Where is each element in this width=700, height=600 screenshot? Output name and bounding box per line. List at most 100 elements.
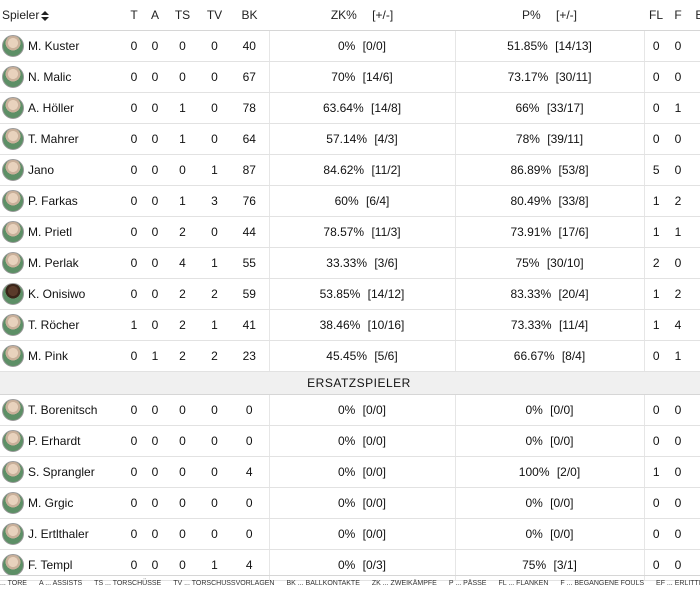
player-name[interactable]: M. Grgic: [28, 496, 74, 510]
player-cell[interactable]: M. Grgic: [0, 487, 124, 519]
cell-ts: 0: [166, 487, 199, 519]
column-header-a[interactable]: A: [144, 0, 166, 31]
player-cell[interactable]: P. Erhardt: [0, 425, 124, 457]
cell-f: 0: [668, 518, 688, 550]
player-name[interactable]: T. Borenitsch: [28, 403, 98, 417]
cell-ts: 1: [166, 185, 199, 217]
subs-section-header: ERSATZSPIELER: [0, 371, 700, 395]
table-row[interactable]: N. Malic 0 0 0 0 67 70% [14/6] 73.17% [30/11] 0 0…: [0, 61, 700, 93]
column-header-ef[interactable]: EF: [688, 0, 700, 31]
player-cell[interactable]: P. Farkas: [0, 185, 124, 217]
column-header-player[interactable]: Spieler: [0, 0, 124, 31]
player-cell[interactable]: A. Höller: [0, 92, 124, 124]
cell-tv: 0: [199, 216, 230, 248]
player-name[interactable]: P. Farkas: [28, 194, 78, 208]
cell-p: 83.33% [20/4]: [454, 278, 645, 310]
cell-ts: 0: [166, 154, 199, 186]
cell-zk-bracket: [0/0]: [362, 527, 387, 541]
cell-zk: 78.57% [11/3]: [268, 216, 456, 248]
cell-zk-pct: 0%: [337, 527, 356, 541]
player-name[interactable]: T. Mahrer: [28, 132, 79, 146]
player-name[interactable]: N. Malic: [28, 70, 72, 84]
cell-fl: 1: [644, 216, 668, 248]
player-name[interactable]: Jano: [28, 163, 55, 177]
cell-ef: 2: [688, 185, 700, 217]
player-avatar: [2, 430, 24, 452]
cell-p-bracket: [30/11]: [555, 70, 592, 84]
cell-tv: 1: [199, 247, 230, 279]
player-name[interactable]: M. Perlak: [28, 256, 79, 270]
player-cell[interactable]: Jano: [0, 154, 124, 186]
player-name[interactable]: F. Templ: [28, 558, 73, 572]
cell-fl: 1: [644, 309, 668, 341]
player-name[interactable]: M. Kuster: [28, 39, 80, 53]
cell-bk: 44: [230, 216, 269, 248]
cell-p-pct: 66%: [515, 101, 540, 115]
cell-fl: 0: [644, 394, 668, 426]
table-row[interactable]: K. Onisiwo 0 0 2 2 59 53.85% [14/12] 83.33% [20…: [0, 278, 700, 310]
cell-t: 0: [124, 247, 144, 279]
table-row[interactable]: M. Prietl 0 0 2 0 44 78.57% [11/3] 73.91% [17/6…: [0, 216, 700, 248]
table-row[interactable]: A. Höller 0 0 1 0 78 63.64% [14/8] 66% [33/17] 0…: [0, 92, 700, 124]
player-cell[interactable]: M. Kuster: [0, 30, 124, 62]
column-header-tv[interactable]: TV: [199, 0, 230, 31]
column-header-bk[interactable]: BK: [230, 0, 269, 31]
cell-p: 78% [39/11]: [454, 123, 645, 155]
player-name[interactable]: S. Sprangler: [28, 465, 95, 479]
cell-ef: 0: [688, 123, 700, 155]
column-header-fl[interactable]: FL: [644, 0, 668, 31]
sort-icon[interactable]: [41, 10, 50, 21]
table-row[interactable]: T. Mahrer 0 0 1 0 64 57.14% [4/3] 78% [39/11] 0 0…: [0, 123, 700, 155]
table-row[interactable]: M. Perlak 0 0 4 1 55 33.33% [3/6] 75% [30/10] 2 0…: [0, 247, 700, 279]
player-cell[interactable]: K. Onisiwo: [0, 278, 124, 310]
column-header-f[interactable]: F: [668, 0, 688, 31]
cell-p-bracket: [8/4]: [561, 349, 586, 363]
cell-fl: 1: [644, 456, 668, 488]
player-name[interactable]: K. Onisiwo: [28, 287, 86, 301]
column-header-p[interactable]: P% [+/-]: [455, 0, 644, 31]
cell-zk-pct: 63.64%: [322, 101, 364, 115]
cell-a: 0: [144, 394, 166, 426]
player-cell[interactable]: M. Pink: [0, 340, 124, 372]
player-cell[interactable]: J. Ertlthaler: [0, 518, 124, 550]
cell-zk-bracket: [14/6]: [362, 70, 393, 84]
cell-f: 2: [668, 278, 688, 310]
cell-p: 66.67% [8/4]: [454, 340, 645, 372]
cell-t: 0: [124, 456, 144, 488]
cell-ef: 3: [688, 61, 700, 93]
player-cell[interactable]: M. Prietl: [0, 216, 124, 248]
cell-zk: 0% [0/0]: [268, 518, 456, 550]
player-name[interactable]: M. Prietl: [28, 225, 73, 239]
player-cell[interactable]: T. Borenitsch: [0, 394, 124, 426]
cell-p: 0% [0/0]: [454, 518, 645, 550]
column-header-zk[interactable]: ZK% [+/-]: [269, 0, 455, 31]
player-name[interactable]: T. Röcher: [28, 318, 80, 332]
player-cell[interactable]: M. Perlak: [0, 247, 124, 279]
cell-zk-bracket: [0/0]: [362, 496, 387, 510]
player-cell[interactable]: N. Malic: [0, 61, 124, 93]
cell-a: 0: [144, 216, 166, 248]
cell-ts: 2: [166, 278, 199, 310]
column-header-ts[interactable]: TS: [166, 0, 199, 31]
player-cell[interactable]: T. Röcher: [0, 309, 124, 341]
column-header-t[interactable]: T: [124, 0, 144, 31]
cell-zk: 70% [14/6]: [268, 61, 456, 93]
player-name[interactable]: M. Pink: [28, 349, 69, 363]
player-name[interactable]: A. Höller: [28, 101, 75, 115]
cell-p: 75% [30/10]: [454, 247, 645, 279]
player-cell[interactable]: T. Mahrer: [0, 123, 124, 155]
cell-tv: 2: [199, 278, 230, 310]
player-name[interactable]: J. Ertlthaler: [28, 527, 89, 541]
player-name[interactable]: P. Erhardt: [28, 434, 81, 448]
table-row[interactable]: T. Röcher 1 0 2 1 41 38.46% [10/16] 73.33% [11/…: [0, 309, 700, 341]
player-cell[interactable]: S. Sprangler: [0, 456, 124, 488]
